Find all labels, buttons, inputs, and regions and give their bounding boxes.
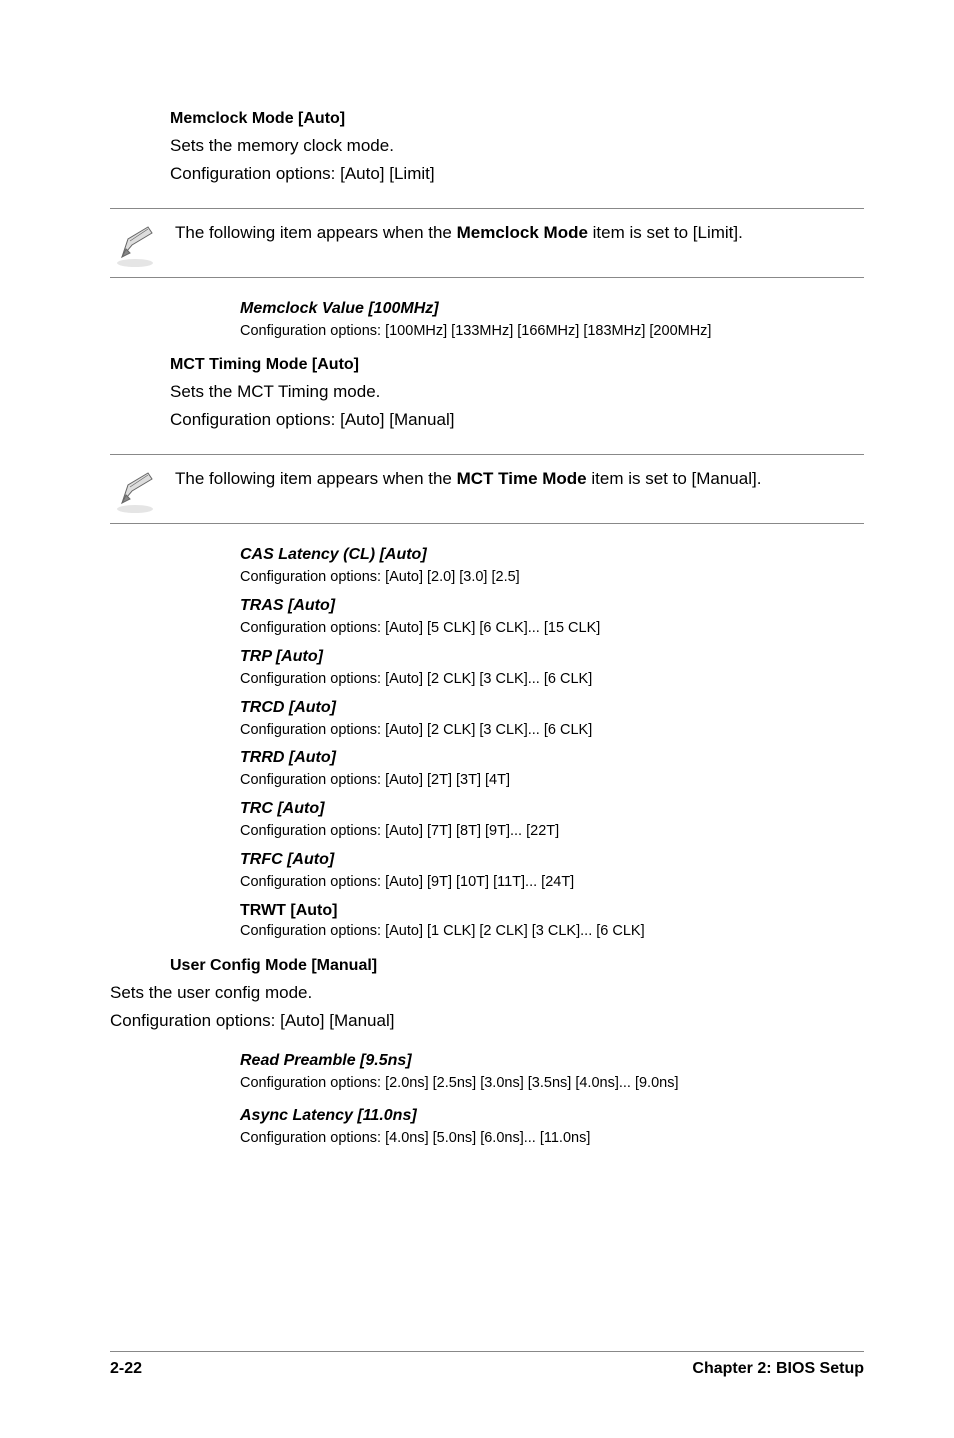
- note-block-1: The following item appears when the Memc…: [110, 208, 864, 278]
- trcd-heading: TRCD [Auto]: [240, 699, 864, 717]
- mct-timing-config: Configuration options: [Auto] [Manual]: [170, 408, 864, 432]
- memclock-value-block: Memclock Value [100MHz] Configuration op…: [240, 300, 864, 341]
- trp-config: Configuration options: [Auto] [2 CLK] [3…: [240, 670, 864, 689]
- trwt-block: TRWT [Auto] Configuration options: [Auto…: [240, 902, 864, 941]
- user-config-desc: Sets the user config mode.: [110, 981, 864, 1005]
- trfc-config: Configuration options: [Auto] [9T] [10T]…: [240, 873, 864, 892]
- tras-heading: TRAS [Auto]: [240, 597, 864, 615]
- cas-block: CAS Latency (CL) [Auto] Configuration op…: [240, 546, 864, 587]
- memclock-mode-config: Configuration options: [Auto] [Limit]: [170, 162, 864, 186]
- async-config: Configuration options: [4.0ns] [5.0ns] […: [240, 1129, 864, 1148]
- trrd-config: Configuration options: [Auto] [2T] [3T] …: [240, 771, 864, 790]
- page-content: Memclock Mode [Auto] Sets the memory clo…: [170, 110, 864, 1148]
- note2-prefix: The following item appears when the: [175, 469, 457, 488]
- pencil-note-icon: [110, 219, 160, 269]
- note-2-text: The following item appears when the MCT …: [175, 463, 761, 491]
- memclock-mode-desc: Sets the memory clock mode.: [170, 134, 864, 158]
- trrd-block: TRRD [Auto] Configuration options: [Auto…: [240, 749, 864, 790]
- trrd-heading: TRRD [Auto]: [240, 749, 864, 767]
- cas-heading: CAS Latency (CL) [Auto]: [240, 546, 864, 564]
- trc-block: TRC [Auto] Configuration options: [Auto]…: [240, 800, 864, 841]
- tras-block: TRAS [Auto] Configuration options: [Auto…: [240, 597, 864, 638]
- async-block: Async Latency [11.0ns] Configuration opt…: [240, 1107, 864, 1148]
- mct-timing-desc: Sets the MCT Timing mode.: [170, 380, 864, 404]
- page-number: 2-22: [110, 1360, 142, 1378]
- note-block-2: The following item appears when the MCT …: [110, 454, 864, 524]
- user-config-heading: User Config Mode [Manual]: [170, 957, 864, 975]
- trcd-block: TRCD [Auto] Configuration options: [Auto…: [240, 699, 864, 740]
- read-preamble-block: Read Preamble [9.5ns] Configuration opti…: [240, 1052, 864, 1093]
- pencil-note-icon: [110, 465, 160, 515]
- note2-bold: MCT Time Mode: [457, 469, 587, 488]
- note1-suffix: item is set to [Limit].: [588, 223, 743, 242]
- trfc-block: TRFC [Auto] Configuration options: [Auto…: [240, 851, 864, 892]
- trp-block: TRP [Auto] Configuration options: [Auto]…: [240, 648, 864, 689]
- trc-heading: TRC [Auto]: [240, 800, 864, 818]
- read-preamble-heading: Read Preamble [9.5ns]: [240, 1052, 864, 1070]
- user-config-config: Configuration options: [Auto] [Manual]: [110, 1009, 864, 1033]
- trc-config: Configuration options: [Auto] [7T] [8T] …: [240, 822, 864, 841]
- tras-config: Configuration options: [Auto] [5 CLK] [6…: [240, 619, 864, 638]
- trp-heading: TRP [Auto]: [240, 648, 864, 666]
- trcd-config: Configuration options: [Auto] [2 CLK] [3…: [240, 721, 864, 740]
- trfc-heading: TRFC [Auto]: [240, 851, 864, 869]
- page-footer: 2-22 Chapter 2: BIOS Setup: [110, 1351, 864, 1378]
- note1-prefix: The following item appears when the: [175, 223, 457, 242]
- chapter-title: Chapter 2: BIOS Setup: [692, 1360, 864, 1378]
- note2-suffix: item is set to [Manual].: [587, 469, 762, 488]
- trwt-heading: TRWT [Auto]: [240, 902, 864, 920]
- read-preamble-config: Configuration options: [2.0ns] [2.5ns] […: [240, 1074, 864, 1093]
- async-heading: Async Latency [11.0ns]: [240, 1107, 864, 1125]
- mct-timing-heading: MCT Timing Mode [Auto]: [170, 356, 864, 374]
- cas-config: Configuration options: [Auto] [2.0] [3.0…: [240, 568, 864, 587]
- trwt-config: Configuration options: [Auto] [1 CLK] [2…: [240, 922, 864, 941]
- memclock-value-config: Configuration options: [100MHz] [133MHz]…: [240, 322, 864, 341]
- note-1-text: The following item appears when the Memc…: [175, 217, 743, 245]
- note1-bold: Memclock Mode: [457, 223, 588, 242]
- memclock-mode-heading: Memclock Mode [Auto]: [170, 110, 864, 128]
- memclock-value-heading: Memclock Value [100MHz]: [240, 300, 864, 318]
